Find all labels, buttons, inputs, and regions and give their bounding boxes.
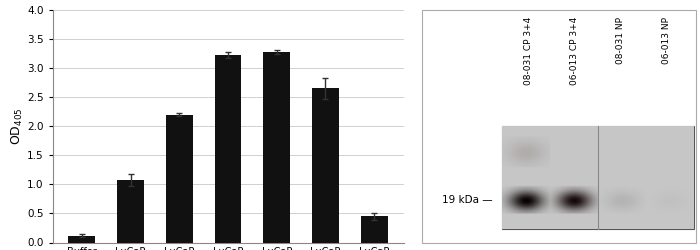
Text: 06-013 NP: 06-013 NP — [662, 17, 671, 64]
Bar — [215, 55, 242, 242]
Text: 08-031 NP: 08-031 NP — [616, 17, 625, 64]
Text: 06-013 CP 3+4: 06-013 CP 3+4 — [570, 17, 579, 85]
Bar — [263, 52, 290, 242]
Y-axis label: OD$_{405}$: OD$_{405}$ — [10, 108, 25, 145]
Bar — [502, 126, 694, 228]
Bar — [166, 114, 193, 242]
Bar — [69, 236, 95, 242]
Text: 08-031 CP 3+4: 08-031 CP 3+4 — [524, 17, 533, 85]
Bar — [312, 88, 339, 242]
Bar — [360, 216, 388, 242]
Bar — [117, 180, 144, 242]
Text: 19 kDa —: 19 kDa — — [442, 195, 492, 205]
